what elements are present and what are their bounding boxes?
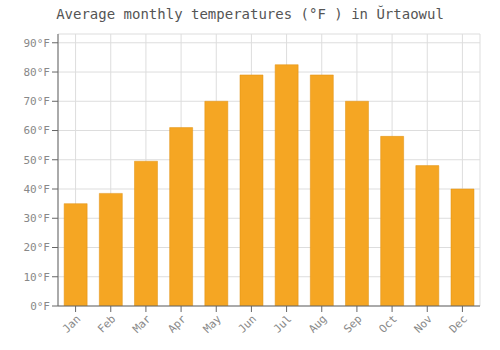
svg-text:30°F: 30°F bbox=[24, 212, 51, 225]
svg-text:Jun: Jun bbox=[236, 312, 259, 335]
svg-text:90°F: 90°F bbox=[24, 37, 51, 50]
svg-text:50°F: 50°F bbox=[24, 154, 51, 167]
svg-text:40°F: 40°F bbox=[24, 183, 51, 196]
svg-text:Dec: Dec bbox=[447, 312, 470, 335]
svg-text:60°F: 60°F bbox=[24, 124, 51, 137]
svg-text:Feb: Feb bbox=[95, 312, 118, 335]
svg-text:May: May bbox=[201, 312, 225, 336]
svg-text:Jul: Jul bbox=[271, 312, 294, 335]
svg-text:10°F: 10°F bbox=[24, 271, 51, 284]
svg-text:Nov: Nov bbox=[412, 312, 436, 336]
svg-text:20°F: 20°F bbox=[24, 241, 51, 254]
svg-text:Apr: Apr bbox=[165, 312, 189, 336]
html-text:Average monthly temperatures (: Average monthly temperatures (°F ) in Ŭr… bbox=[56, 6, 444, 22]
svg-text:Mar: Mar bbox=[130, 312, 154, 336]
svg-text:0°F: 0°F bbox=[30, 300, 50, 313]
svg-text:Oct: Oct bbox=[376, 312, 399, 335]
svg-text:Sep: Sep bbox=[341, 312, 364, 335]
svg-text:Jan: Jan bbox=[60, 312, 83, 335]
svg-text:70°F: 70°F bbox=[24, 95, 51, 108]
svg-text:Aug: Aug bbox=[306, 312, 329, 335]
svg-text:80°F: 80°F bbox=[24, 66, 51, 79]
